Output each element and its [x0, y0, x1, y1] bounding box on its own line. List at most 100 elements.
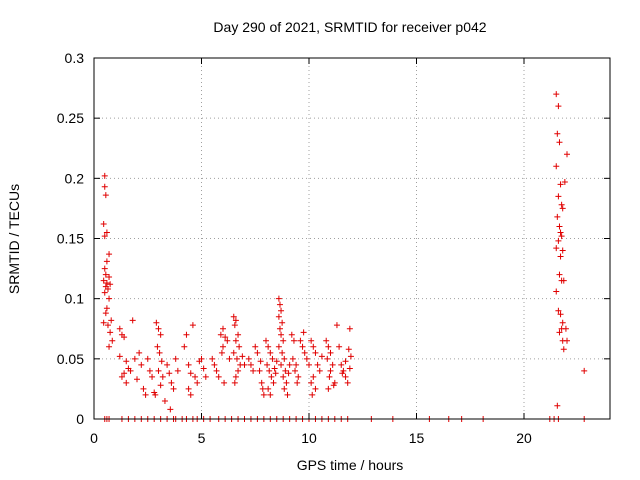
- data-point: [102, 310, 109, 317]
- data-point: [217, 331, 224, 338]
- data-point: [138, 361, 145, 368]
- data-point: [283, 379, 290, 386]
- data-point: [310, 373, 317, 380]
- data-point: [301, 349, 308, 356]
- data-point: [183, 331, 190, 338]
- data-point: [144, 355, 151, 362]
- x-tick-label: 5: [198, 430, 206, 446]
- data-point: [106, 343, 113, 350]
- data-point: [345, 346, 352, 353]
- data-point: [106, 274, 113, 281]
- y-tick-label: 0.15: [57, 231, 84, 247]
- data-point: [136, 349, 143, 356]
- data-point: [323, 337, 330, 344]
- data-point: [293, 361, 300, 368]
- points-layer: [100, 91, 588, 422]
- data-point: [303, 355, 310, 362]
- data-point: [267, 349, 274, 356]
- data-point: [338, 361, 345, 368]
- data-point: [265, 343, 272, 350]
- data-point: [280, 373, 287, 380]
- data-point: [278, 331, 285, 338]
- data-point: [192, 373, 199, 380]
- data-point: [275, 343, 282, 350]
- data-point: [276, 325, 283, 332]
- data-point: [101, 183, 108, 190]
- data-point: [564, 151, 570, 158]
- ticks-layer: 0 5 10 15 20 0 0.05 0.1 0.15 0.2 0.25 0.3: [57, 50, 610, 446]
- data-point: [336, 343, 343, 350]
- data-point: [316, 367, 323, 374]
- data-point: [276, 301, 283, 308]
- data-point: [157, 382, 164, 389]
- data-point: [168, 379, 175, 386]
- data-point: [164, 361, 171, 368]
- data-point: [123, 358, 130, 365]
- data-point: [170, 385, 177, 392]
- data-point: [215, 373, 222, 380]
- data-point: [256, 367, 263, 374]
- data-point: [121, 334, 128, 341]
- data-point: [232, 373, 239, 380]
- data-point: [101, 265, 108, 272]
- y-tick-label: 0.2: [65, 170, 85, 186]
- data-point: [134, 376, 140, 383]
- data-point: [559, 247, 566, 254]
- data-point: [278, 361, 285, 368]
- data-point: [327, 367, 334, 374]
- data-point: [557, 229, 564, 236]
- data-point: [553, 91, 560, 98]
- data-point: [142, 391, 149, 398]
- data-point: [281, 355, 288, 362]
- data-point: [342, 358, 349, 365]
- data-point: [272, 370, 279, 377]
- data-point: [107, 281, 114, 288]
- data-point: [312, 385, 319, 392]
- data-point: [198, 355, 205, 362]
- data-point: [265, 385, 272, 392]
- data-point: [271, 365, 278, 372]
- data-point: [273, 358, 280, 365]
- data-point: [556, 139, 563, 146]
- data-point: [202, 373, 209, 380]
- data-point: [100, 221, 107, 228]
- data-point: [226, 355, 233, 362]
- data-point: [116, 325, 123, 332]
- y-tick-label: 0.25: [57, 110, 84, 126]
- data-point: [174, 367, 181, 374]
- data-point: [285, 370, 292, 377]
- chart-title: Day 290 of 2021, SRMTID for receiver p04…: [213, 19, 486, 35]
- data-point: [131, 355, 138, 362]
- data-point: [290, 337, 297, 344]
- data-point: [231, 379, 238, 386]
- x-tick-label: 10: [301, 430, 317, 446]
- data-point: [185, 385, 192, 392]
- data-point: [222, 334, 229, 341]
- x-tick-label: 15: [409, 430, 425, 446]
- data-point: [235, 367, 242, 374]
- data-point: [553, 245, 560, 252]
- data-point: [103, 258, 110, 265]
- data-point: [221, 379, 228, 386]
- data-point: [326, 373, 333, 380]
- data-point: [236, 343, 243, 350]
- data-point: [100, 277, 107, 284]
- data-point: [555, 307, 562, 314]
- data-point: [309, 391, 316, 398]
- data-point: [232, 337, 239, 344]
- data-point: [279, 349, 286, 356]
- data-point: [556, 223, 563, 230]
- data-point: [281, 385, 288, 392]
- data-point: [553, 288, 560, 295]
- data-point: [327, 349, 334, 356]
- data-point: [187, 391, 194, 398]
- data-point: [260, 391, 267, 398]
- data-point: [218, 349, 225, 356]
- data-point: [104, 322, 111, 329]
- data-point: [564, 337, 570, 344]
- x-tick-label: 20: [516, 430, 532, 446]
- data-point: [231, 322, 238, 329]
- data-point: [289, 355, 296, 362]
- data-point: [275, 313, 282, 320]
- data-point: [347, 353, 354, 360]
